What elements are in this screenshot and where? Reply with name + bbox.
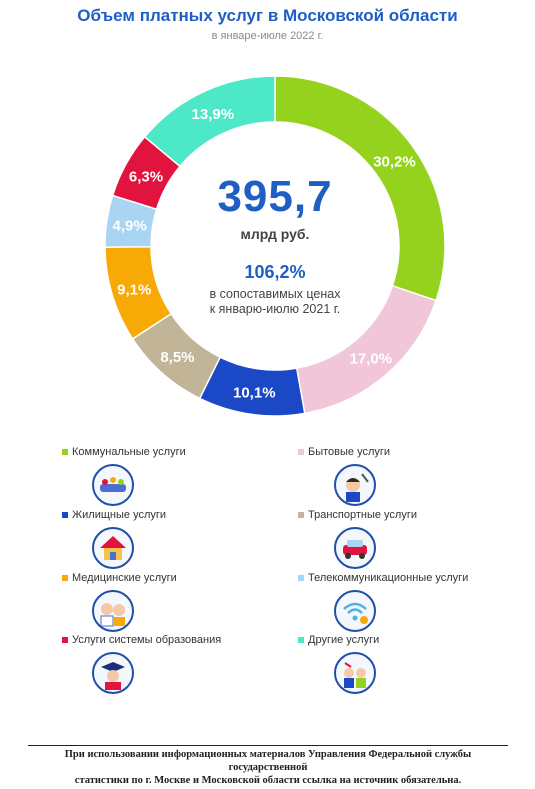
growth-note-line-2: к январю-июлю 2021 г. xyxy=(209,302,341,316)
wifi-icon xyxy=(334,590,376,632)
legend-swatch xyxy=(62,512,68,518)
legend-item-utilities: Коммунальные услуги xyxy=(62,446,186,506)
slice-label: 17,0% xyxy=(350,350,393,367)
legend-item-housing: Жилищные услуги xyxy=(62,509,166,569)
slice-label: 4,9% xyxy=(112,217,146,234)
legend-swatch xyxy=(62,449,68,455)
slice-label: 8,5% xyxy=(160,349,194,366)
legend-label: Услуги системы образования xyxy=(72,634,222,646)
total-value: 395,7 xyxy=(217,172,333,221)
legend-swatch xyxy=(298,449,304,455)
footer-line-1: При использовании информационных материа… xyxy=(64,749,472,773)
legend-item-telecom: Телекоммуникационные услуги xyxy=(298,572,468,632)
legend-label: Телекоммуникационные услуги xyxy=(308,572,469,584)
legend-item-medical: Медицинские услуги xyxy=(62,572,177,632)
barber-icon xyxy=(334,464,376,506)
growth-note-line-1: в сопоставимых ценах xyxy=(209,287,341,301)
legend-swatch xyxy=(62,637,68,643)
donut-slice xyxy=(143,75,276,168)
total-unit: млрд руб. xyxy=(240,226,310,242)
doctor-icon xyxy=(92,590,134,632)
services-icon xyxy=(334,652,376,694)
legend-item-other: Другие услуги xyxy=(298,634,379,694)
legend-swatch xyxy=(298,637,304,643)
legend-swatch xyxy=(298,512,304,518)
slice-label: 6,3% xyxy=(129,169,163,186)
donut-chart: 30,2% 17,0% 10,1% 8,5% 9,1% 4,9% 6,3% 13,9% xyxy=(104,75,446,417)
legend-label: Транспортные услуги xyxy=(308,509,418,521)
house-icon xyxy=(92,527,134,569)
footer-divider xyxy=(28,745,508,746)
slice-label: 13,9% xyxy=(192,106,235,123)
legend-swatch xyxy=(298,575,304,581)
graduate-icon xyxy=(92,652,134,694)
legend-swatch xyxy=(62,575,68,581)
slice-label: 30,2% xyxy=(373,153,416,170)
growth-index: 106,2% xyxy=(244,262,306,282)
slice-label: 9,1% xyxy=(117,281,151,298)
chart-title: Объем платных услуг в Московской области xyxy=(77,6,458,25)
legend-label: Бытовые услуги xyxy=(308,446,391,458)
chart-subtitle: в январе-июле 2022 г. xyxy=(211,30,324,42)
car-icon xyxy=(334,527,376,569)
slice-label: 10,1% xyxy=(233,385,276,402)
legend-label: Медицинские услуги xyxy=(72,572,177,584)
growth-note: в сопоставимых ценах к январю-июлю 2021 … xyxy=(165,287,385,317)
legend-label: Жилищные услуги xyxy=(72,509,167,521)
utilities-icon xyxy=(92,464,134,506)
footer-line-2: статистики по г. Москве и Московской обл… xyxy=(74,775,462,786)
legend-label: Другие услуги xyxy=(308,634,380,646)
legend-item-household: Бытовые услуги xyxy=(298,446,390,506)
footer-note: При использовании информационных материа… xyxy=(28,748,508,787)
legend-item-transport: Транспортные услуги xyxy=(298,509,417,569)
legend-label: Коммунальные услуги xyxy=(72,446,186,458)
legend-item-education: Услуги системы образования xyxy=(62,634,221,694)
